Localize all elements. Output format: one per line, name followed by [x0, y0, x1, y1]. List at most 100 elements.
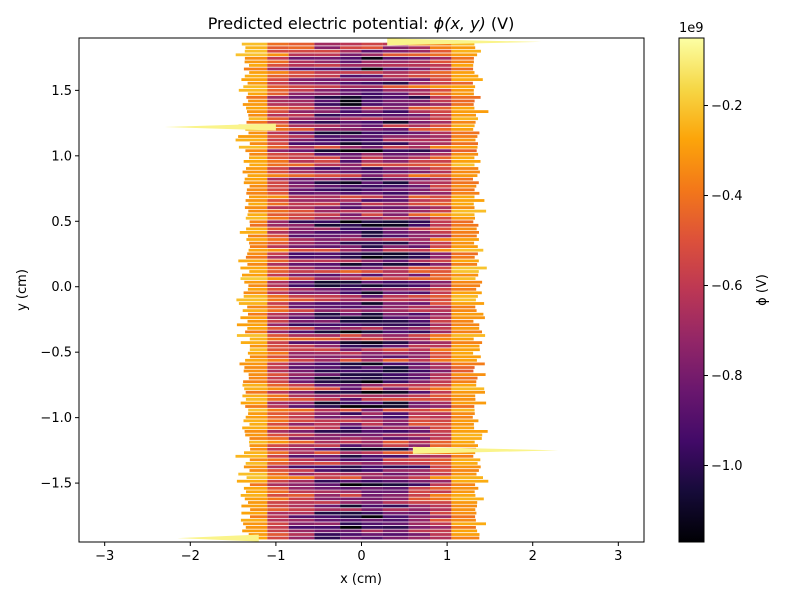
field-cell [340, 149, 362, 153]
field-cell [340, 42, 362, 46]
field-cell [288, 184, 315, 188]
field-cell [267, 42, 289, 46]
x-tick-label: 0 [357, 549, 365, 564]
field-cell [247, 92, 268, 96]
field-cell [382, 390, 409, 394]
field-cell [430, 163, 452, 167]
field-cell [451, 430, 488, 433]
field-cell [408, 355, 430, 359]
field-cell [288, 458, 315, 462]
field-cell [314, 376, 341, 380]
field-cell [244, 56, 268, 60]
field-cell [361, 348, 383, 352]
field-cell [245, 398, 268, 401]
field-cell [248, 248, 268, 252]
field-cell [361, 479, 383, 483]
field-cell [242, 273, 268, 277]
field-cell [314, 497, 341, 501]
field-cell [340, 483, 362, 487]
field-cell [340, 426, 362, 430]
field-cell [288, 490, 315, 494]
field-cell [382, 533, 409, 536]
field-cell [340, 358, 362, 362]
field-cell [267, 60, 289, 64]
field-cell [267, 241, 289, 245]
field-cell [408, 106, 430, 110]
field-cell [430, 536, 452, 540]
field-cell [340, 67, 362, 71]
field-cell [451, 216, 475, 220]
field-cell [361, 309, 383, 312]
field-cell [382, 494, 409, 497]
field-cell [451, 53, 478, 57]
field-cell [267, 490, 289, 494]
field-cell [314, 117, 341, 121]
field-cell [314, 309, 341, 312]
field-cell [361, 536, 383, 540]
field-cell [267, 280, 289, 284]
field-cell [408, 238, 430, 241]
field-cell [430, 64, 452, 67]
field-cell [382, 145, 409, 149]
field-cell [382, 167, 409, 170]
field-cell [288, 472, 315, 476]
field-cell [314, 128, 341, 131]
field-cell [340, 181, 362, 185]
field-cell [430, 504, 452, 508]
field-cell [451, 163, 475, 167]
field-cell [288, 277, 315, 280]
field-cell [361, 273, 383, 277]
field-cell [408, 387, 430, 391]
field-cell [340, 124, 362, 128]
field-cell [451, 88, 474, 92]
field-cell [430, 287, 452, 291]
field-cell [430, 412, 452, 415]
field-cell [361, 383, 383, 387]
field-cell [248, 99, 268, 103]
field-cell [314, 227, 341, 231]
field-cell [382, 412, 409, 415]
field-cell [267, 71, 289, 74]
field-cell [314, 81, 341, 85]
field-cell [451, 287, 477, 291]
field-cell [267, 103, 289, 106]
field-cell [361, 213, 383, 217]
field-cell [288, 131, 315, 135]
field-cell [382, 46, 409, 50]
field-cell [314, 160, 341, 163]
field-cell [382, 231, 409, 234]
field-cell [244, 387, 268, 391]
field-cell [340, 135, 362, 138]
field-cell [430, 497, 452, 501]
field-cell [314, 216, 341, 220]
field-cell [314, 170, 341, 174]
field-cell [245, 405, 268, 408]
field-cell [249, 184, 268, 188]
field-cell [451, 67, 474, 71]
field-cell [361, 67, 383, 71]
field-cell [267, 526, 289, 529]
field-cell [451, 74, 479, 78]
field-cell [314, 426, 341, 430]
field-cell [382, 270, 409, 273]
field-cell [340, 277, 362, 280]
field-cell [340, 465, 362, 469]
field-cell [382, 504, 409, 508]
field-cell [361, 486, 383, 490]
field-cell [288, 46, 315, 50]
field-cell [430, 71, 452, 74]
field-cell [314, 287, 341, 291]
field-cell [361, 369, 383, 373]
field-cell [430, 302, 452, 305]
field-cell [430, 390, 452, 394]
field-cell [249, 348, 268, 352]
field-cell [243, 486, 268, 490]
field-cell [361, 149, 383, 153]
field-cell [430, 184, 452, 188]
field-cell [451, 522, 486, 526]
field-cell [408, 174, 430, 177]
field-cell [408, 284, 430, 288]
field-cell [245, 415, 268, 419]
field-cell [340, 85, 362, 89]
field-cell [382, 330, 409, 334]
